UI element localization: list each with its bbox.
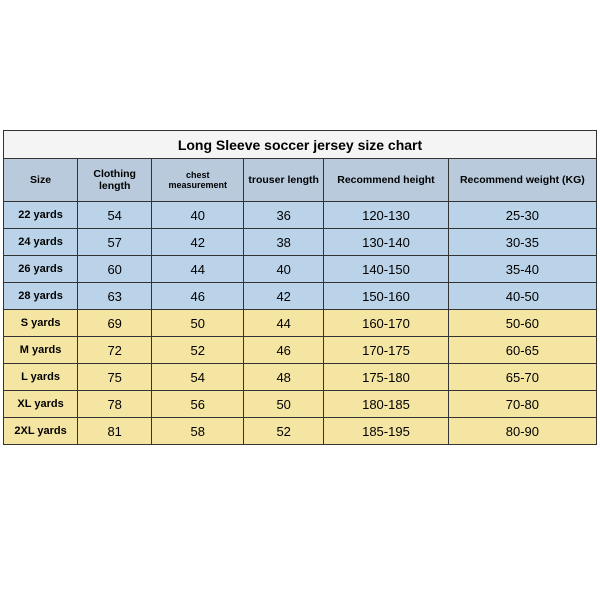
size-cell: S yards [4, 310, 78, 337]
value-cell: 130-140 [324, 229, 449, 256]
value-cell: 46 [152, 283, 244, 310]
value-cell: 65-70 [448, 364, 596, 391]
size-cell: 26 yards [4, 256, 78, 283]
column-header: Recommend height [324, 159, 449, 202]
value-cell: 54 [152, 364, 244, 391]
size-cell: L yards [4, 364, 78, 391]
value-cell: 30-35 [448, 229, 596, 256]
value-cell: 60 [78, 256, 152, 283]
value-cell: 54 [78, 202, 152, 229]
value-cell: 150-160 [324, 283, 449, 310]
value-cell: 56 [152, 391, 244, 418]
size-cell: 22 yards [4, 202, 78, 229]
size-cell: 28 yards [4, 283, 78, 310]
value-cell: 160-170 [324, 310, 449, 337]
table-row: L yards755448175-18065-70 [4, 364, 597, 391]
column-header: Size [4, 159, 78, 202]
value-cell: 25-30 [448, 202, 596, 229]
table-row: 24 yards574238130-14030-35 [4, 229, 597, 256]
value-cell: 78 [78, 391, 152, 418]
table-head: SizeClothing lengthchest measurementtrou… [4, 159, 597, 202]
value-cell: 50-60 [448, 310, 596, 337]
size-cell: 24 yards [4, 229, 78, 256]
value-cell: 40-50 [448, 283, 596, 310]
value-cell: 58 [152, 418, 244, 445]
value-cell: 40 [152, 202, 244, 229]
value-cell: 35-40 [448, 256, 596, 283]
value-cell: 63 [78, 283, 152, 310]
value-cell: 175-180 [324, 364, 449, 391]
column-header: chest measurement [152, 159, 244, 202]
value-cell: 180-185 [324, 391, 449, 418]
column-header: Clothing length [78, 159, 152, 202]
value-cell: 52 [152, 337, 244, 364]
column-header: Recommend weight (KG) [448, 159, 596, 202]
value-cell: 75 [78, 364, 152, 391]
value-cell: 46 [244, 337, 324, 364]
value-cell: 52 [244, 418, 324, 445]
size-table: SizeClothing lengthchest measurementtrou… [3, 158, 597, 445]
table-body: 22 yards544036120-13025-3024 yards574238… [4, 202, 597, 445]
chart-title: Long Sleeve soccer jersey size chart [3, 130, 597, 158]
value-cell: 80-90 [448, 418, 596, 445]
value-cell: 81 [78, 418, 152, 445]
value-cell: 50 [244, 391, 324, 418]
table-row: 22 yards544036120-13025-30 [4, 202, 597, 229]
value-cell: 69 [78, 310, 152, 337]
size-cell: M yards [4, 337, 78, 364]
value-cell: 185-195 [324, 418, 449, 445]
value-cell: 72 [78, 337, 152, 364]
value-cell: 170-175 [324, 337, 449, 364]
table-row: S yards695044160-17050-60 [4, 310, 597, 337]
value-cell: 48 [244, 364, 324, 391]
value-cell: 70-80 [448, 391, 596, 418]
value-cell: 44 [152, 256, 244, 283]
value-cell: 42 [244, 283, 324, 310]
table-row: 2XL yards815852185-19580-90 [4, 418, 597, 445]
value-cell: 36 [244, 202, 324, 229]
table-row: XL yards785650180-18570-80 [4, 391, 597, 418]
table-row: M yards725246170-17560-65 [4, 337, 597, 364]
size-cell: XL yards [4, 391, 78, 418]
value-cell: 140-150 [324, 256, 449, 283]
table-row: 28 yards634642150-16040-50 [4, 283, 597, 310]
size-chart: Long Sleeve soccer jersey size chart Siz… [3, 130, 597, 445]
value-cell: 57 [78, 229, 152, 256]
value-cell: 40 [244, 256, 324, 283]
size-cell: 2XL yards [4, 418, 78, 445]
value-cell: 38 [244, 229, 324, 256]
value-cell: 42 [152, 229, 244, 256]
table-row: 26 yards604440140-15035-40 [4, 256, 597, 283]
value-cell: 44 [244, 310, 324, 337]
value-cell: 120-130 [324, 202, 449, 229]
value-cell: 60-65 [448, 337, 596, 364]
column-header: trouser length [244, 159, 324, 202]
value-cell: 50 [152, 310, 244, 337]
